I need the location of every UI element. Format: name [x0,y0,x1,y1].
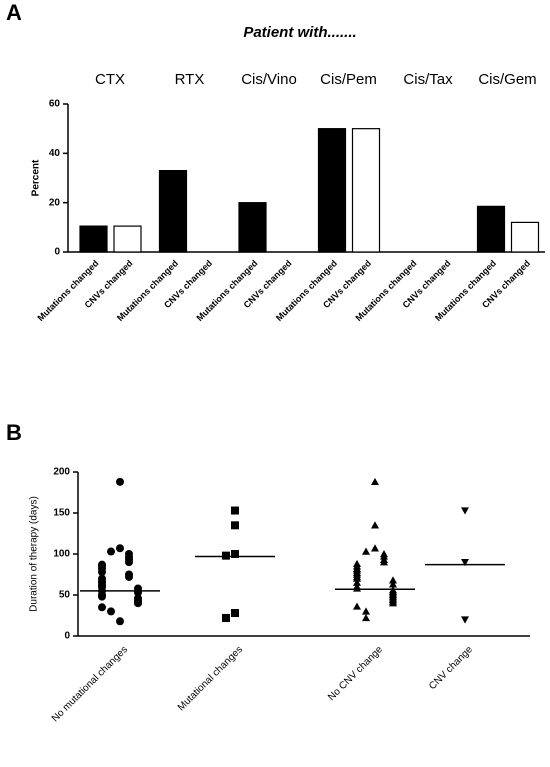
y-tick-label: 150 [53,508,70,519]
bar [238,202,267,253]
point [107,547,115,556]
x-tick-label: No CNV change [326,644,385,703]
y-axis-label: Percent [31,159,42,196]
point [353,578,361,586]
point [389,599,397,607]
point [231,521,239,530]
point [353,602,361,610]
point [371,544,379,552]
point [116,477,124,486]
point [371,521,379,529]
group-label: Cis/Vino [241,71,297,88]
y-tick-label: 200 [53,467,70,478]
point [98,592,106,601]
point [231,550,239,558]
x-tick-label: Mutations changed [36,258,101,323]
bar [79,225,108,253]
point [389,576,397,584]
y-tick-label: 0 [64,631,70,642]
point [461,507,469,515]
point [362,613,370,622]
group-label: Cis/Tax [403,71,453,88]
group-label: RTX [175,71,205,88]
point [461,616,469,624]
point [98,568,106,577]
point [231,506,239,515]
panel-label: A [6,0,22,25]
x-tick-label: No mutational changes [50,644,130,724]
bar [317,128,347,253]
bar [158,170,188,253]
bar [510,221,540,253]
point [116,617,124,626]
y-tick-label: 50 [59,590,71,601]
point [389,580,397,588]
x-tick-label: CNV change [427,644,475,692]
point [107,607,115,616]
point [98,603,106,612]
point [222,551,230,560]
panel-label: B [6,420,22,445]
y-tick-label: 40 [49,148,61,159]
y-tick-label: 20 [49,197,61,208]
point [125,558,133,567]
y-axis-label: Duration of therapy (days) [29,496,40,612]
bar [476,205,506,253]
point [125,572,133,581]
y-tick-label: 0 [54,247,60,258]
x-tick-label: Mutational changes [176,644,245,713]
point [362,607,370,615]
group-label: Cis/Pem [320,71,377,88]
group-label: Cis/Gem [478,71,536,88]
point [231,609,239,618]
point [371,477,379,486]
point [134,599,142,608]
point [380,558,388,566]
y-tick-label: 60 [49,99,61,110]
y-tick-label: 100 [53,549,70,560]
bar [113,225,142,253]
point [353,574,361,582]
point [461,559,469,567]
point [222,613,230,622]
chart-title: Patient with....... [243,24,356,41]
group-label: CTX [95,71,125,88]
point [116,544,124,553]
point [362,547,370,555]
bar [351,128,381,253]
